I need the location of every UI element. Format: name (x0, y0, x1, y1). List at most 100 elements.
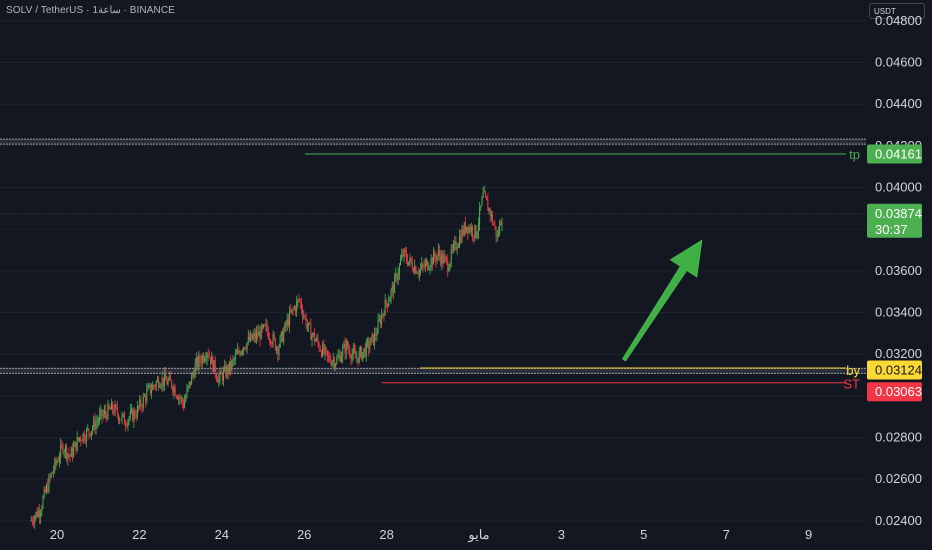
candle-body (333, 359, 335, 368)
candle-body (403, 249, 405, 256)
candle-body (206, 353, 208, 359)
candle-body (174, 387, 176, 396)
candle-body (429, 267, 431, 270)
candle-body (388, 301, 390, 307)
candle-body (178, 397, 180, 400)
candle-body (300, 302, 302, 311)
candle-body (396, 273, 398, 281)
x-tick-label: 22 (132, 527, 146, 542)
candle-body (54, 459, 56, 471)
candle-body (189, 381, 191, 385)
candle-body (316, 338, 318, 341)
candle-body (243, 347, 245, 351)
zones (0, 138, 866, 374)
candle-body (357, 357, 359, 363)
candle-body (214, 360, 216, 375)
candle-body (345, 341, 347, 354)
candle-body (330, 361, 332, 365)
candle-body (146, 390, 148, 402)
candle-body (149, 384, 151, 393)
candle-body (475, 225, 477, 238)
candle-body (282, 331, 284, 342)
x-tick-label: مايو (467, 527, 489, 543)
candle-body (434, 252, 436, 258)
candle-body (84, 440, 86, 441)
candle-body (265, 324, 267, 326)
candle-body (438, 250, 440, 256)
candle-body (142, 396, 144, 408)
candle-body (306, 325, 308, 327)
candle-body (180, 397, 182, 399)
candle-body (47, 485, 49, 492)
candle-body (378, 319, 380, 321)
y-tick-label: 0.03600 (875, 263, 922, 278)
candle-body (477, 224, 479, 233)
candle-body (226, 366, 228, 377)
candle-body (40, 512, 42, 517)
candle-body (261, 325, 263, 328)
candle-body (311, 335, 313, 340)
candle-body (270, 340, 272, 344)
candle-body (254, 333, 256, 339)
candle-body (105, 410, 107, 415)
candle-body (293, 307, 295, 310)
candle-body (320, 350, 322, 357)
candle-body (188, 381, 190, 386)
candle-body (253, 333, 255, 337)
candle-body (132, 409, 134, 422)
candle-body (63, 451, 65, 453)
candle-body (494, 225, 496, 227)
candle-body (207, 353, 209, 357)
candle-body (476, 232, 478, 238)
candle-body (239, 352, 241, 356)
candle-body (224, 366, 226, 371)
candle-body (259, 331, 261, 340)
candle-body (394, 276, 396, 294)
candle-body (119, 419, 121, 421)
candle-body (488, 208, 490, 211)
candle-body (374, 333, 376, 345)
currency-selector[interactable]: USDT (869, 3, 925, 19)
y-tick-label: 0.02600 (875, 471, 922, 486)
candle-body (258, 331, 260, 337)
candle-body (133, 410, 135, 422)
last-price-tag-text: 30:37 (875, 222, 908, 237)
candle-body (215, 374, 217, 379)
candle-body (472, 227, 473, 236)
arrow-shape (621, 239, 703, 362)
time-axis[interactable]: 20 22 24 26 28 مايو 3 5 7 9 (50, 527, 812, 543)
candle-body (79, 437, 81, 440)
candle-body (496, 234, 498, 237)
price-axis[interactable]: 0.048000.046000.044000.042000.040000.038… (875, 13, 922, 528)
candle-body (283, 331, 285, 342)
y-tick-label: 0.04600 (875, 55, 922, 70)
candle-body (138, 406, 140, 408)
candle-body (184, 400, 186, 408)
candle-body (291, 308, 293, 313)
candle-body (460, 235, 462, 243)
candle-body (362, 351, 364, 360)
candle-body (383, 313, 385, 316)
candle-body (408, 261, 410, 266)
candle-body (165, 373, 167, 381)
candle-body (385, 299, 387, 304)
candle-body (197, 358, 199, 368)
x-tick-label: 3 (558, 527, 565, 542)
symbol-header[interactable]: SOLV / TetherUS · 1ساعة · BINANCE (6, 5, 175, 16)
candle-body (339, 354, 341, 362)
candle-body (359, 347, 361, 352)
candle-body (296, 301, 298, 312)
candle-body (366, 340, 368, 342)
candle-body (297, 299, 299, 302)
candle-body (497, 233, 499, 235)
x-tick-label: 28 (379, 527, 393, 542)
candle-body (130, 409, 132, 412)
candle-body (156, 379, 158, 382)
candle-body (501, 220, 503, 226)
candle-body (112, 402, 114, 410)
candle-body (128, 417, 130, 421)
candle-body (225, 366, 227, 377)
candle-body (318, 343, 320, 350)
candle-body (76, 437, 78, 451)
